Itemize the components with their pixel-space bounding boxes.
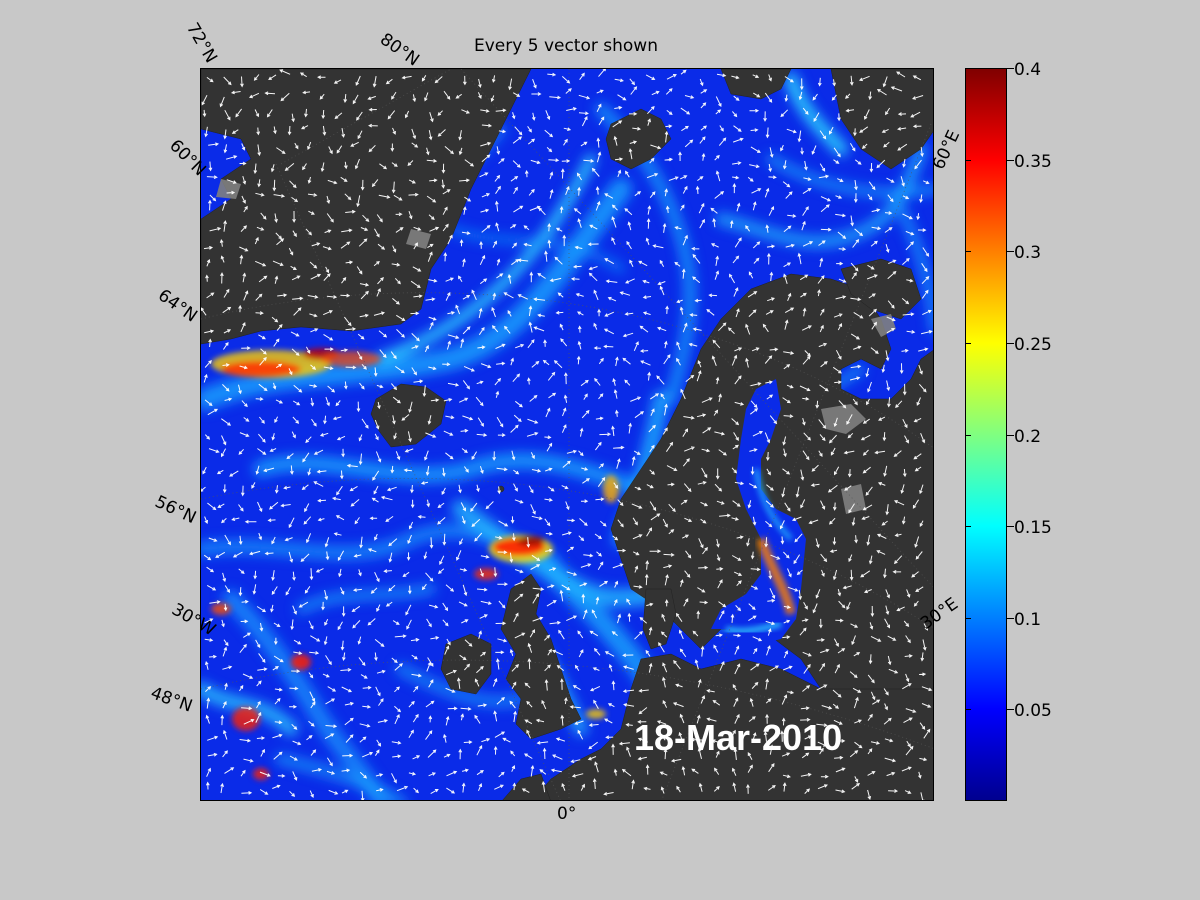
label-0deg: 0° bbox=[557, 804, 577, 824]
colorbar-tick-inner bbox=[965, 159, 971, 161]
colorbar-tick-label: 0.15 bbox=[1014, 518, 1052, 539]
sea-ice bbox=[216, 179, 896, 514]
colorbar-tick bbox=[1007, 617, 1014, 619]
colorbar-tick-inner bbox=[965, 251, 971, 253]
label-48n: 48°N bbox=[147, 683, 195, 717]
greenland bbox=[201, 69, 532, 345]
great-britain bbox=[500, 573, 582, 740]
novaya-zemlya bbox=[830, 69, 933, 170]
colorbar-tick bbox=[1007, 526, 1014, 528]
colorbar-tick-inner bbox=[965, 68, 971, 69]
label-80n: 80°N bbox=[376, 29, 423, 71]
colorbar-tick-label: 0.3 bbox=[1014, 243, 1042, 264]
label-64n: 64°N bbox=[154, 285, 201, 327]
map-title: Every 5 vector shown bbox=[474, 36, 658, 56]
colorbar-tick-label: 0.05 bbox=[1014, 701, 1052, 722]
colorbar-tick-inner bbox=[965, 617, 971, 619]
date-stamp: 18-Mar-2010 bbox=[634, 717, 843, 758]
velocity-vectors bbox=[201, 69, 933, 800]
vector-arrows bbox=[201, 69, 933, 800]
colorbar-tick-label: 0.1 bbox=[1014, 609, 1042, 630]
colorbar-tick bbox=[1007, 251, 1014, 253]
colorbar-tick-label: 0.2 bbox=[1014, 426, 1042, 447]
ireland bbox=[440, 633, 492, 695]
colorbar-tick-inner bbox=[965, 526, 971, 528]
map-area bbox=[200, 68, 934, 801]
colorbar-tick-inner bbox=[965, 434, 971, 436]
colorbar-tick bbox=[1007, 68, 1014, 69]
label-72n: 72°N bbox=[182, 19, 221, 67]
colorbar-tick-label: 0.25 bbox=[1014, 334, 1052, 355]
colorbar-tick-inner bbox=[965, 709, 971, 711]
colorbar-tick-label: 0.4 bbox=[1014, 60, 1042, 80]
label-60e: 60°E bbox=[928, 127, 965, 173]
colorbar-tick bbox=[1007, 434, 1014, 436]
colorbar-tick bbox=[1007, 159, 1014, 161]
label-56n: 56°N bbox=[151, 491, 200, 529]
kola-peninsula bbox=[840, 258, 922, 320]
colorbar-tick bbox=[1007, 709, 1014, 711]
colorbar bbox=[965, 68, 1007, 801]
colorbar-tick-label: 0.35 bbox=[1014, 151, 1052, 172]
colorbar-tick-inner bbox=[965, 342, 971, 344]
colorbar-tick bbox=[1007, 342, 1014, 344]
franz-josef-land bbox=[720, 69, 792, 100]
